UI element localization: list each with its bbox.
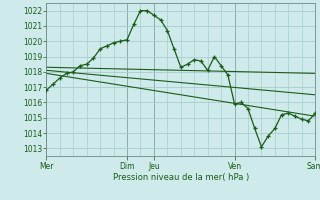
X-axis label: Pression niveau de la mer( hPa ): Pression niveau de la mer( hPa ): [113, 173, 249, 182]
